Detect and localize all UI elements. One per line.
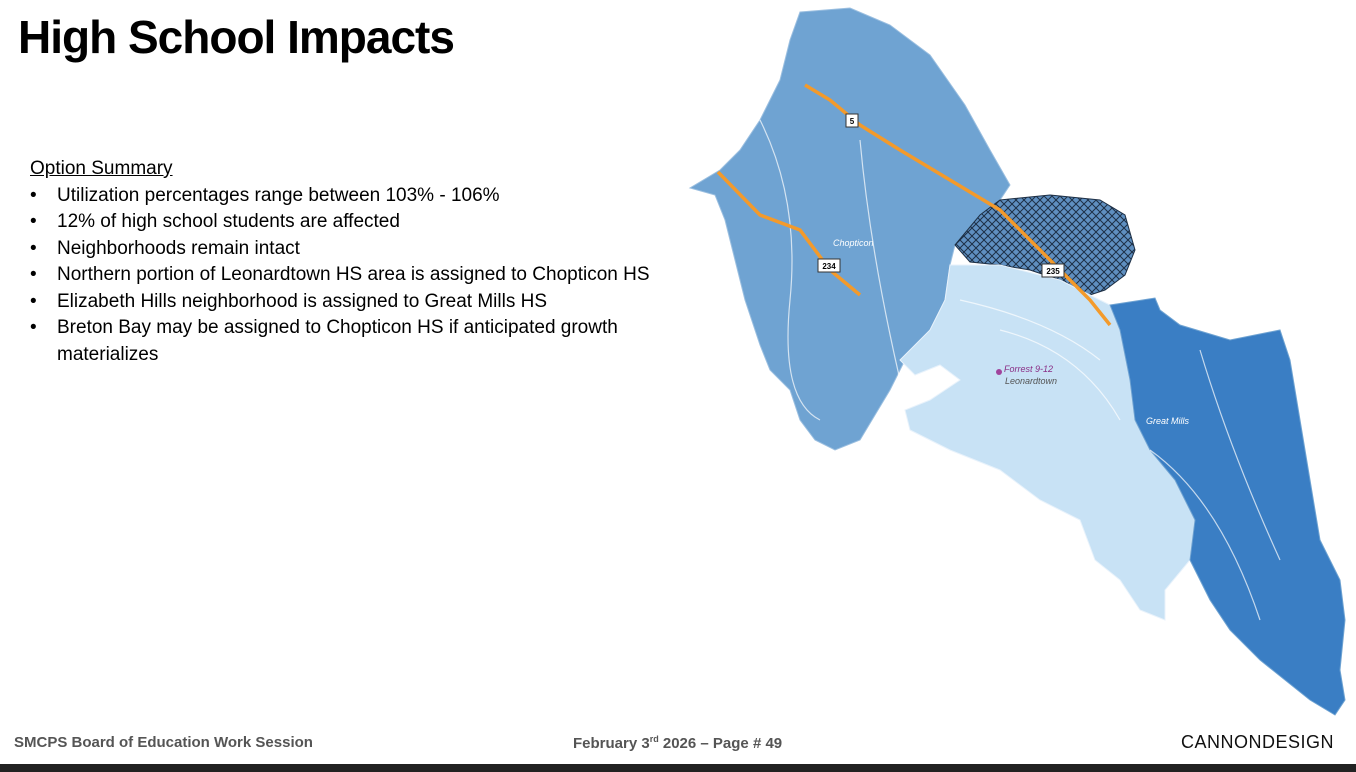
footer-date: February 3rd 2026 – Page # 49	[573, 734, 782, 752]
place-label: Forrest 9-12	[1004, 364, 1053, 374]
page-number: 2026 – Page # 49	[662, 735, 783, 752]
bullet: Elizabeth Hills neighborhood is assigned…	[30, 289, 720, 316]
reassigned-zone	[954, 194, 1136, 296]
date: February 3	[573, 735, 650, 752]
highway	[716, 170, 862, 297]
bullet: 12% of high school students are affected	[30, 209, 720, 236]
place-label: Leonardtown	[1005, 376, 1057, 386]
footer-left: SMCPS Board of Education Work Session	[14, 734, 313, 751]
place-labels: Chopticon Forrest 9-12 Leonardtown Great…	[833, 238, 1190, 426]
title: High School Impacts	[18, 11, 455, 63]
bullet: Neighborhoods remain intact	[30, 236, 720, 263]
bullet: Breton Bay may be assigned to Chopticon …	[30, 315, 720, 368]
shield-label: 234	[822, 262, 836, 271]
roads	[759, 119, 1281, 621]
bullet: Utilization percentages range between 10…	[30, 183, 720, 210]
shield	[845, 113, 859, 128]
highway	[804, 83, 1112, 327]
shield	[817, 258, 841, 273]
chopticon-zone	[688, 7, 1011, 451]
shield-label: 235	[1046, 267, 1060, 276]
place-label: Chopticon	[833, 238, 874, 248]
school-marker	[996, 369, 1002, 375]
place-label: Great Mills	[1146, 416, 1190, 426]
shields: 5 234 235	[817, 113, 1065, 278]
bottom-bar	[0, 764, 1356, 772]
shield-label: 5	[850, 117, 855, 126]
bullet: Northern portion of Leonardtown HS area …	[30, 262, 720, 289]
logo: CANNONDESIGN	[1180, 732, 1334, 752]
date-suffix: rd	[649, 734, 659, 744]
summary: Option Summary Utilization percentages r…	[30, 156, 720, 368]
great-mills-zone	[1109, 297, 1346, 716]
shield	[1041, 263, 1065, 278]
bullet-list: Utilization percentages range between 10…	[30, 183, 720, 369]
summary-heading: Option Summary	[30, 158, 173, 179]
